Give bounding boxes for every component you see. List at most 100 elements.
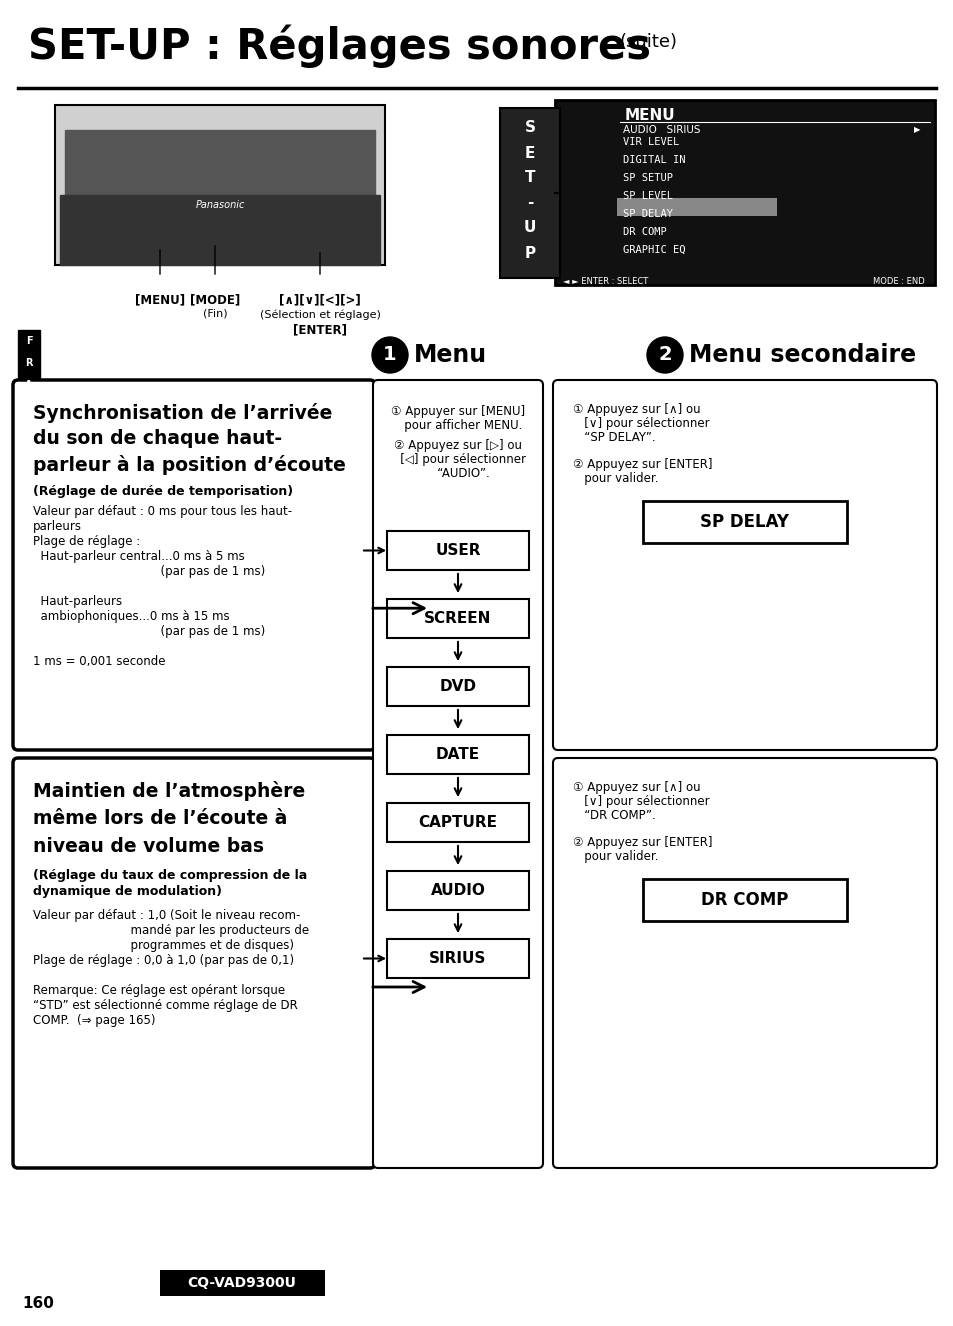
Text: Remarque: Ce réglage est opérant lorsque: Remarque: Ce réglage est opérant lorsque <box>33 984 285 997</box>
FancyBboxPatch shape <box>553 381 936 751</box>
Text: Menu: Menu <box>414 343 487 367</box>
FancyBboxPatch shape <box>18 330 40 507</box>
Text: SP SETUP: SP SETUP <box>622 172 672 183</box>
Text: S: S <box>26 491 32 500</box>
Text: 1: 1 <box>383 346 396 365</box>
Text: R: R <box>25 358 32 369</box>
Text: Panasonic: Panasonic <box>195 200 244 210</box>
Text: 160: 160 <box>22 1296 53 1311</box>
FancyBboxPatch shape <box>387 939 529 979</box>
Text: SET-UP : Réglages sonores: SET-UP : Réglages sonores <box>28 25 650 69</box>
Text: (Réglage du taux de compression de la: (Réglage du taux de compression de la <box>33 869 307 882</box>
FancyBboxPatch shape <box>13 381 375 751</box>
Text: [∧][∨][<][>]: [∧][∨][<][>] <box>279 293 360 306</box>
Text: “SP DELAY”.: “SP DELAY”. <box>573 431 655 444</box>
FancyBboxPatch shape <box>642 501 846 544</box>
Text: “AUDIO”.: “AUDIO”. <box>426 467 489 480</box>
FancyBboxPatch shape <box>65 130 375 195</box>
FancyBboxPatch shape <box>642 879 846 922</box>
Circle shape <box>646 337 682 373</box>
Text: SIRIUS: SIRIUS <box>429 951 486 967</box>
FancyBboxPatch shape <box>555 99 934 285</box>
Text: Haut-parleurs: Haut-parleurs <box>33 595 122 609</box>
FancyBboxPatch shape <box>55 105 385 265</box>
Text: (par pas de 1 ms): (par pas de 1 ms) <box>33 625 265 638</box>
FancyBboxPatch shape <box>60 195 379 265</box>
Text: MENU: MENU <box>624 107 675 123</box>
Text: C: C <box>26 424 32 434</box>
FancyBboxPatch shape <box>553 758 936 1168</box>
Text: A: A <box>25 446 32 456</box>
FancyBboxPatch shape <box>387 667 529 705</box>
FancyBboxPatch shape <box>617 198 776 216</box>
Text: S: S <box>524 121 535 135</box>
Text: E: E <box>524 146 535 160</box>
Text: Menu secondaire: Menu secondaire <box>688 343 915 367</box>
Text: DR COMP: DR COMP <box>700 891 788 910</box>
Text: 2: 2 <box>658 346 671 365</box>
Text: [◁] pour sélectionner: [◁] pour sélectionner <box>389 453 526 465</box>
Text: USER: USER <box>435 544 480 558</box>
Text: [∨] pour sélectionner: [∨] pour sélectionner <box>573 416 709 430</box>
Text: VIR LEVEL: VIR LEVEL <box>622 137 679 147</box>
Text: niveau de volume bas: niveau de volume bas <box>33 837 264 857</box>
Text: ① Appuyez sur [∧] ou: ① Appuyez sur [∧] ou <box>573 781 700 794</box>
Text: ambiophoniques...0 ms à 15 ms: ambiophoniques...0 ms à 15 ms <box>33 610 230 623</box>
Text: “DR COMP”.: “DR COMP”. <box>573 809 655 822</box>
Text: N: N <box>25 402 33 412</box>
Text: ② Appuyez sur [ENTER]: ② Appuyez sur [ENTER] <box>573 835 712 849</box>
Circle shape <box>372 337 408 373</box>
Text: Synchronisation de l’arrivée: Synchronisation de l’arrivée <box>33 403 332 423</box>
Text: [MODE]: [MODE] <box>190 293 240 306</box>
Text: Valeur par défaut : 1,0 (Soit le niveau recom-: Valeur par défaut : 1,0 (Soit le niveau … <box>33 910 300 922</box>
Text: 1 ms = 0,001 seconde: 1 ms = 0,001 seconde <box>33 655 165 668</box>
FancyBboxPatch shape <box>387 530 529 570</box>
Text: SP DELAY: SP DELAY <box>622 210 672 219</box>
FancyBboxPatch shape <box>18 507 40 532</box>
Text: -: - <box>526 195 533 211</box>
Text: GRAPHIC EQ: GRAPHIC EQ <box>622 245 685 255</box>
Text: P: P <box>524 245 535 260</box>
Text: pour afficher MENU.: pour afficher MENU. <box>393 419 522 432</box>
Text: (par pas de 1 ms): (par pas de 1 ms) <box>33 565 265 578</box>
Text: DVD: DVD <box>439 679 476 693</box>
Text: ② Appuyez sur [▷] ou: ② Appuyez sur [▷] ou <box>394 439 521 452</box>
Text: “STD” est sélectionné comme réglage de DR: “STD” est sélectionné comme réglage de D… <box>33 998 297 1012</box>
Text: COMP.  (⇒ page 165): COMP. (⇒ page 165) <box>33 1014 155 1028</box>
FancyBboxPatch shape <box>373 381 542 1168</box>
Text: Plage de réglage :: Plage de réglage : <box>33 534 140 548</box>
Text: programmes et de disques): programmes et de disques) <box>33 939 294 952</box>
Text: pour valider.: pour valider. <box>573 472 658 485</box>
Text: DATE: DATE <box>436 747 479 762</box>
Text: (Fin): (Fin) <box>202 309 227 320</box>
Text: MODE : END: MODE : END <box>872 277 924 286</box>
Text: CQ-VAD9300U: CQ-VAD9300U <box>188 1276 296 1290</box>
Text: ① Appuyez sur [∧] ou: ① Appuyez sur [∧] ou <box>573 403 700 416</box>
Text: SP LEVEL: SP LEVEL <box>622 191 672 202</box>
FancyBboxPatch shape <box>13 758 375 1168</box>
Text: (Réglage de durée de temporisation): (Réglage de durée de temporisation) <box>33 485 293 499</box>
FancyBboxPatch shape <box>387 871 529 910</box>
Text: ▶: ▶ <box>913 125 919 134</box>
Text: mandé par les producteurs de: mandé par les producteurs de <box>33 924 309 937</box>
Text: Maintien de l’atmosphère: Maintien de l’atmosphère <box>33 781 305 801</box>
Text: DR COMP: DR COMP <box>622 227 666 237</box>
Text: ◄ ► ENTER : SELECT: ◄ ► ENTER : SELECT <box>562 277 648 286</box>
Text: ② Appuyez sur [ENTER]: ② Appuyez sur [ENTER] <box>573 457 712 471</box>
Text: AUDIO   SIRIUS: AUDIO SIRIUS <box>622 125 700 135</box>
Text: SCREEN: SCREEN <box>424 611 491 626</box>
Text: (Sélection et réglage): (Sélection et réglage) <box>259 309 380 320</box>
Text: [MENU]: [MENU] <box>134 293 185 306</box>
Text: A: A <box>25 381 32 390</box>
Text: Valeur par défaut : 0 ms pour tous les haut-: Valeur par défaut : 0 ms pour tous les h… <box>33 505 292 518</box>
Text: même lors de l’écoute à: même lors de l’écoute à <box>33 809 287 827</box>
Text: [ENTER]: [ENTER] <box>293 324 347 335</box>
FancyBboxPatch shape <box>387 804 529 842</box>
FancyBboxPatch shape <box>160 1270 325 1296</box>
Text: I: I <box>28 468 30 477</box>
Text: ① Appuyer sur [MENU]: ① Appuyer sur [MENU] <box>391 404 524 418</box>
Text: 53: 53 <box>20 513 38 525</box>
Text: U: U <box>523 220 536 236</box>
Text: T: T <box>524 171 535 186</box>
Text: Haut-parleur central...0 ms à 5 ms: Haut-parleur central...0 ms à 5 ms <box>33 550 245 564</box>
